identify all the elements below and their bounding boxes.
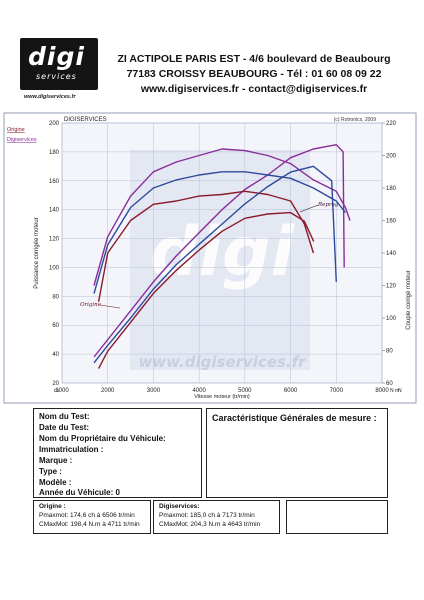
annotation-reprog: Reprog	[317, 202, 339, 208]
measurement-specs-panel: Caractéristique Générales de mesure :	[206, 408, 388, 498]
y-left-tick-label: 60	[52, 323, 59, 329]
owner-label: Nom du Propriétaire du Véhicule:	[39, 434, 166, 443]
chart-annotations: Origine Reprog	[80, 202, 339, 309]
test-info-panel: Nom du Test: Date du Test: Nom du Propri…	[33, 408, 202, 498]
y-left-tick-label: 180	[49, 150, 60, 156]
origine-pmax: Pmaxmot: 174,6 ch à 6506 tr/min	[39, 512, 135, 519]
header-phone-line: 77183 CROISSY BEAUBOURG - Tél : 01 60 08…	[126, 68, 382, 80]
y-left-tick-label: 80	[52, 294, 59, 300]
x-tick-label: 4000	[192, 388, 206, 394]
annotation-origine: Origine	[80, 302, 102, 308]
annotation-arrow	[99, 304, 121, 309]
brand-label: Marque :	[39, 456, 73, 465]
series-line-origine-power	[97, 211, 315, 369]
digiservices-pmax: Pmaxmot: 185,0 ch à 7173 tr/min	[159, 512, 255, 519]
chart-series	[93, 143, 351, 369]
origine-results-title: Origine :	[39, 503, 66, 510]
x-tick-label: 8000	[375, 388, 389, 394]
x-unit: N	[398, 388, 402, 394]
year-label: Année du Véhicule: 0	[39, 488, 120, 497]
legend-entry: Digiservices	[7, 137, 37, 143]
header-contact-line: www.digiservices.fr - contact@digiservic…	[140, 83, 368, 95]
origine-results-box: Origine : Pmaxmot: 174,6 ch à 6506 tr/mi…	[33, 500, 151, 534]
y-right-tick-label: 80	[386, 349, 393, 355]
y-right-tick-label: 160	[386, 219, 397, 225]
x-tick-label: 5000	[238, 388, 252, 394]
chart-title: DIGISERVICES	[64, 117, 107, 123]
y-right-unit: N m	[390, 388, 399, 394]
chart-legend: Origine Digiservices	[7, 127, 37, 143]
header-address-line: ZI ACTIPOLE PARIS EST - 4/6 boulevard de…	[117, 53, 391, 65]
digiservices-results-box: Digiservices: Pmaxmot: 185,0 ch à 7173 t…	[153, 500, 280, 534]
registration-label: Immatriculation :	[39, 445, 104, 454]
logo-subtext: services	[36, 72, 77, 81]
y-left-tick-label: 160	[49, 179, 60, 185]
series-line-couple-la-roue-torque	[93, 171, 346, 294]
x-tick-label: 7000	[330, 388, 344, 394]
y-right-tick-label: 200	[386, 154, 397, 160]
x-tick-label: 3000	[147, 388, 161, 394]
x-tick-label: 6000	[284, 388, 298, 394]
y-right-tick-label: 120	[386, 284, 397, 290]
y-left-tick-label: 200	[49, 121, 60, 127]
chart-watermark: digi	[150, 213, 296, 292]
y-left-axis-label: Puissance corrigée moteur	[34, 217, 40, 288]
watermark-panel	[130, 150, 310, 370]
chart-title-bar	[62, 114, 380, 123]
chart-watermark-url: www.digiservices.fr	[138, 353, 307, 371]
y-right-tick-label: 140	[386, 251, 397, 257]
x-tick-label: 2000	[101, 388, 115, 394]
digiservices-results-title: Digiservices:	[159, 503, 200, 510]
logo-url: www.digiservices.fr	[24, 94, 76, 100]
y-left-tick-label: 140	[49, 208, 60, 214]
legend-entry: Origine	[7, 127, 25, 133]
digiservices-logo: digi services	[20, 38, 98, 90]
y-right-tick-label: 180	[386, 186, 397, 192]
x-axis-label: Vitesse moteur (tr/min)	[194, 394, 250, 400]
series-line-origine-torque	[97, 190, 315, 302]
y-left-unit: ch	[54, 388, 60, 394]
logo-text: digi	[28, 42, 85, 71]
y-left-tick-label: 40	[52, 352, 59, 358]
y-left-tick-label: 20	[52, 381, 59, 387]
specs-title: Caractéristique Générales de mesure :	[212, 413, 377, 423]
model-label: Modèle :	[39, 478, 72, 487]
annotation-arrow	[299, 204, 319, 213]
y-right-tick-label: 60	[386, 381, 393, 387]
y-right-tick-label: 100	[386, 316, 397, 322]
chart-axes: 1000 2000 3000 4000 5000 6000 7000 8000 20 40 60 80…	[34, 121, 412, 400]
test-name-label: Nom du Test:	[39, 412, 90, 421]
y-left-tick-label: 120	[49, 237, 60, 243]
digiservices-cmax: CMaxMot: 204,3 N.m à 4643 tr/min	[159, 521, 261, 528]
series-line-puissance-la-roue-power	[93, 165, 337, 364]
x-tick-label: 1000	[55, 388, 69, 394]
chart-copyright: (c) Rotronics, 2009	[334, 117, 376, 123]
type-label: Type :	[39, 467, 62, 476]
y-left-tick-label: 100	[49, 265, 60, 271]
series-line-digiservices-power	[93, 143, 345, 358]
stamp-box	[286, 500, 388, 534]
test-date-label: Date du Test:	[39, 423, 90, 432]
y-right-tick-label: 220	[386, 121, 397, 127]
origine-cmax: CMaxMot: 198,4 N.m à 4711 tr/min	[39, 521, 140, 528]
y-right-axis-label: Couple corrigé moteur	[406, 270, 412, 329]
